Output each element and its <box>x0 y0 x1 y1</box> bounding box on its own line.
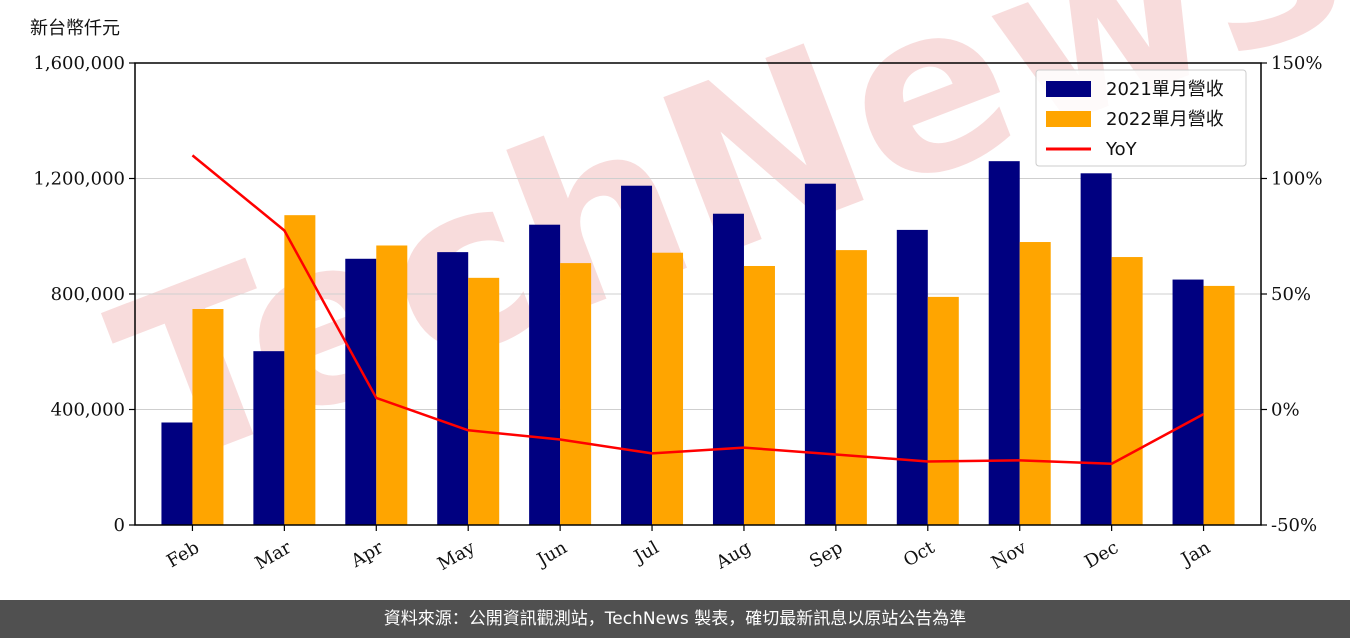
bar-2021-aug <box>712 213 744 526</box>
bar-2021-nov <box>988 161 1020 526</box>
right-tick-label: -50% <box>1271 515 1317 536</box>
x-tick-label-dec: Dec <box>1081 537 1122 573</box>
bar-2021-feb <box>161 422 193 525</box>
left-tick-label: 800,000 <box>51 284 125 305</box>
right-tick-label: 0% <box>1271 400 1300 421</box>
x-tick-label-may: May <box>434 537 479 575</box>
x-tick-label-jan: Jan <box>1176 537 1214 571</box>
yoy-line-group <box>191 154 1205 466</box>
bar-2022-dec <box>1111 257 1143 525</box>
right-tick-label: 100% <box>1271 169 1322 190</box>
revenue-chart: TechNews 0400,000800,0001,200,0001,600,0… <box>33 0 1350 575</box>
x-tick-label-aug: Aug <box>712 537 755 574</box>
x-tick-label-apr: Apr <box>347 537 387 572</box>
bar-2021-dec <box>1080 173 1112 526</box>
bar-2022-oct <box>927 296 959 525</box>
bar-2021-jan <box>1172 279 1204 525</box>
x-tick-label-nov: Nov <box>988 537 1031 574</box>
bar-2021-jun <box>529 224 561 525</box>
right-tick-label: 50% <box>1271 284 1311 305</box>
bar-2022-apr <box>376 245 408 526</box>
bar-2021-sep <box>804 183 836 525</box>
bar-2022-nov <box>1019 242 1051 525</box>
x-tick-label-jul: Jul <box>629 537 663 569</box>
bar-2021-jul <box>621 185 653 525</box>
bar-2021-may <box>437 252 469 525</box>
bar-2021-oct <box>896 229 928 525</box>
grid-lines <box>135 178 1261 410</box>
right-tick-label: 150% <box>1271 53 1322 74</box>
left-tick-label: 1,200,000 <box>33 169 125 190</box>
yoy-line <box>191 154 1205 466</box>
legend-swatch-0 <box>1046 81 1091 97</box>
bar-2022-mar <box>284 215 316 525</box>
bars-group <box>161 161 1235 526</box>
bar-2022-feb <box>192 309 224 525</box>
bar-2021-mar <box>253 351 285 525</box>
legend-label-2: YoY <box>1105 139 1138 160</box>
x-tick-label-feb: Feb <box>163 537 203 572</box>
source-footer: 資料來源：公開資訊觀測站，TechNews 製表，確切最新訊息以原站公告為準 <box>0 600 1350 638</box>
x-tick-label-mar: Mar <box>252 537 296 574</box>
left-tick-label: 400,000 <box>51 400 125 421</box>
x-tick-label-oct: Oct <box>900 537 939 572</box>
legend-label-1: 2022單月營收 <box>1106 109 1224 130</box>
bar-2022-may <box>468 277 500 525</box>
bar-2022-jan <box>1203 285 1235 525</box>
bar-2021-apr <box>345 258 377 525</box>
left-tick-label: 1,600,000 <box>33 53 125 74</box>
x-tick-label-sep: Sep <box>806 537 846 572</box>
legend: 2021單月營收 2022單月營收 YoY <box>1035 69 1247 167</box>
legend-swatch-1 <box>1046 111 1091 127</box>
left-tick-label: 0 <box>114 515 125 536</box>
x-tick-label-jun: Jun <box>532 537 571 572</box>
y-axis-unit-label: 新台幣仟元 <box>30 18 120 39</box>
bar-2022-aug <box>743 265 775 525</box>
legend-label-0: 2021單月營收 <box>1106 79 1224 100</box>
bar-2022-jul <box>652 252 684 526</box>
bar-2022-sep <box>835 250 867 526</box>
bar-2022-jun <box>560 263 592 525</box>
